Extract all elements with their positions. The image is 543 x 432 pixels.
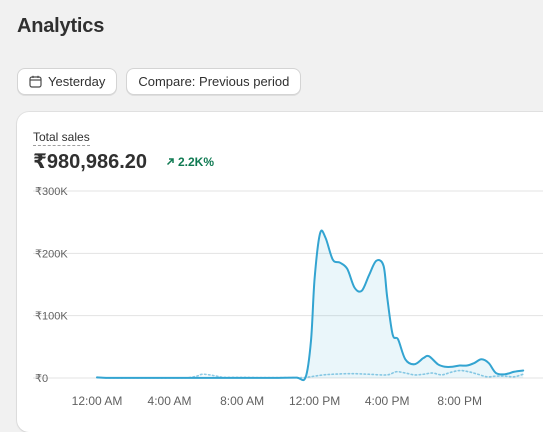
metric-change-badge: 2.2K%: [166, 155, 214, 169]
date-range-label: Yesterday: [48, 74, 106, 89]
x-tick-label: 12:00 AM: [72, 394, 123, 408]
sales-chart: ₹0 ₹100K ₹200K ₹300K 12:00 AM 4:00 AM 8:00 AM 1…: [33, 186, 543, 408]
comparison-series-line: [96, 369, 524, 379]
metric-change-value: 2.2K%: [178, 155, 215, 169]
toolbar: Yesterday Compare: Previous period: [17, 68, 302, 95]
x-tick-label: 8:00 AM: [220, 394, 264, 408]
compare-label: Compare: Previous period: [138, 74, 290, 89]
x-tick-label: 8:00 PM: [437, 394, 482, 408]
metric-label[interactable]: Total sales: [33, 130, 90, 146]
x-tick-label: 4:00 PM: [365, 394, 410, 408]
compare-button[interactable]: Compare: Previous period: [126, 68, 302, 95]
x-tick-label: 4:00 AM: [148, 394, 192, 408]
y-tick-label: ₹200K: [35, 248, 68, 260]
x-tick-label: 12:00 PM: [289, 394, 340, 408]
calendar-icon: [29, 75, 42, 88]
date-range-button[interactable]: Yesterday: [17, 68, 118, 95]
arrow-up-right-icon: [166, 155, 175, 169]
y-tick-label: ₹300K: [35, 186, 68, 198]
page-title: Analytics: [17, 15, 105, 37]
sales-series-line: [96, 229, 525, 382]
metric-value: ₹980,986.20: [33, 151, 148, 173]
y-tick-label: ₹0: [35, 373, 48, 385]
y-tick-label: ₹100K: [35, 311, 68, 323]
